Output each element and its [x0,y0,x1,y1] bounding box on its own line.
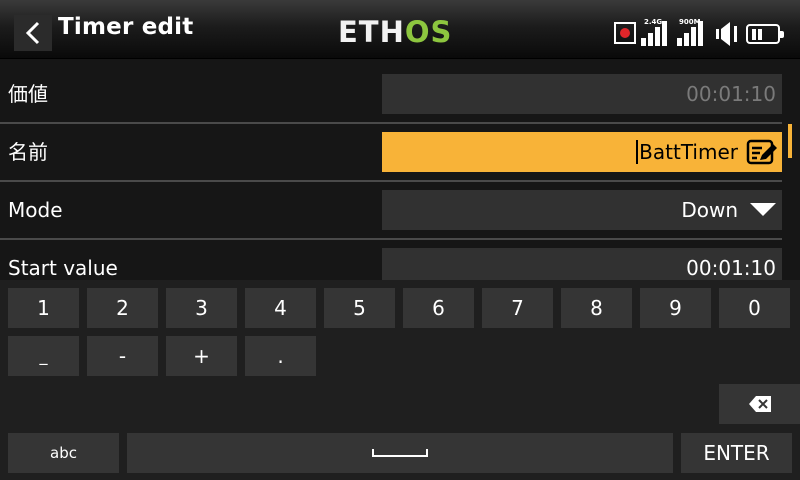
key-8[interactable]: 8 [561,288,632,328]
enter-key[interactable]: ENTER [681,433,792,473]
key-minus[interactable]: - [87,336,158,376]
mode-label: Mode [8,198,63,222]
divider [0,180,782,182]
edit-icon[interactable] [746,139,778,165]
value-row: 価値 00:01:10 [0,66,782,122]
key-5[interactable]: 5 [324,288,395,328]
key-3[interactable]: 3 [166,288,237,328]
key-4[interactable]: 4 [245,288,316,328]
mode-dropdown[interactable]: Down [382,190,782,230]
key-plus[interactable]: + [166,336,237,376]
key-9[interactable]: 9 [640,288,711,328]
name-label: 名前 [8,140,48,164]
space-key[interactable] [127,433,673,473]
divider [0,122,782,124]
ethos-logo: ETHOS [338,15,453,49]
abc-key[interactable]: abc [8,433,119,473]
scrollbar[interactable] [788,124,792,158]
name-input-value: BattTimer [639,140,738,164]
text-caret [636,140,639,164]
dropdown-arrow-icon [750,203,776,216]
chevron-left-icon [25,21,40,45]
title-bar: Timer edit ETHOS 2.4G 900M [0,0,800,59]
name-input[interactable]: BattTimer [382,132,782,172]
name-row: 名前 BattTimer [0,124,782,180]
mode-value: Down [681,198,738,222]
value-label: 価値 [8,82,48,106]
divider [0,238,782,240]
space-icon [372,449,428,457]
key-2[interactable]: 2 [87,288,158,328]
page-title: Timer edit [58,14,194,40]
signal-2-4g-icon: 2.4G [641,18,671,48]
value-field: 00:01:10 [382,74,782,114]
signal-900m-icon: 900M [677,18,707,48]
battery-icon [746,24,784,44]
key-1[interactable]: 1 [8,288,79,328]
record-icon [614,22,636,44]
key-underscore[interactable]: _ [8,336,79,376]
key-period[interactable]: . [245,336,316,376]
backspace-key[interactable] [719,384,800,424]
speaker-icon [716,22,737,46]
back-button[interactable] [14,15,52,51]
key-0[interactable]: 0 [719,288,790,328]
backspace-icon [748,396,771,412]
mode-row: Mode Down [0,182,782,238]
key-6[interactable]: 6 [403,288,474,328]
start-value-label: Start value [8,256,118,280]
key-7[interactable]: 7 [482,288,553,328]
